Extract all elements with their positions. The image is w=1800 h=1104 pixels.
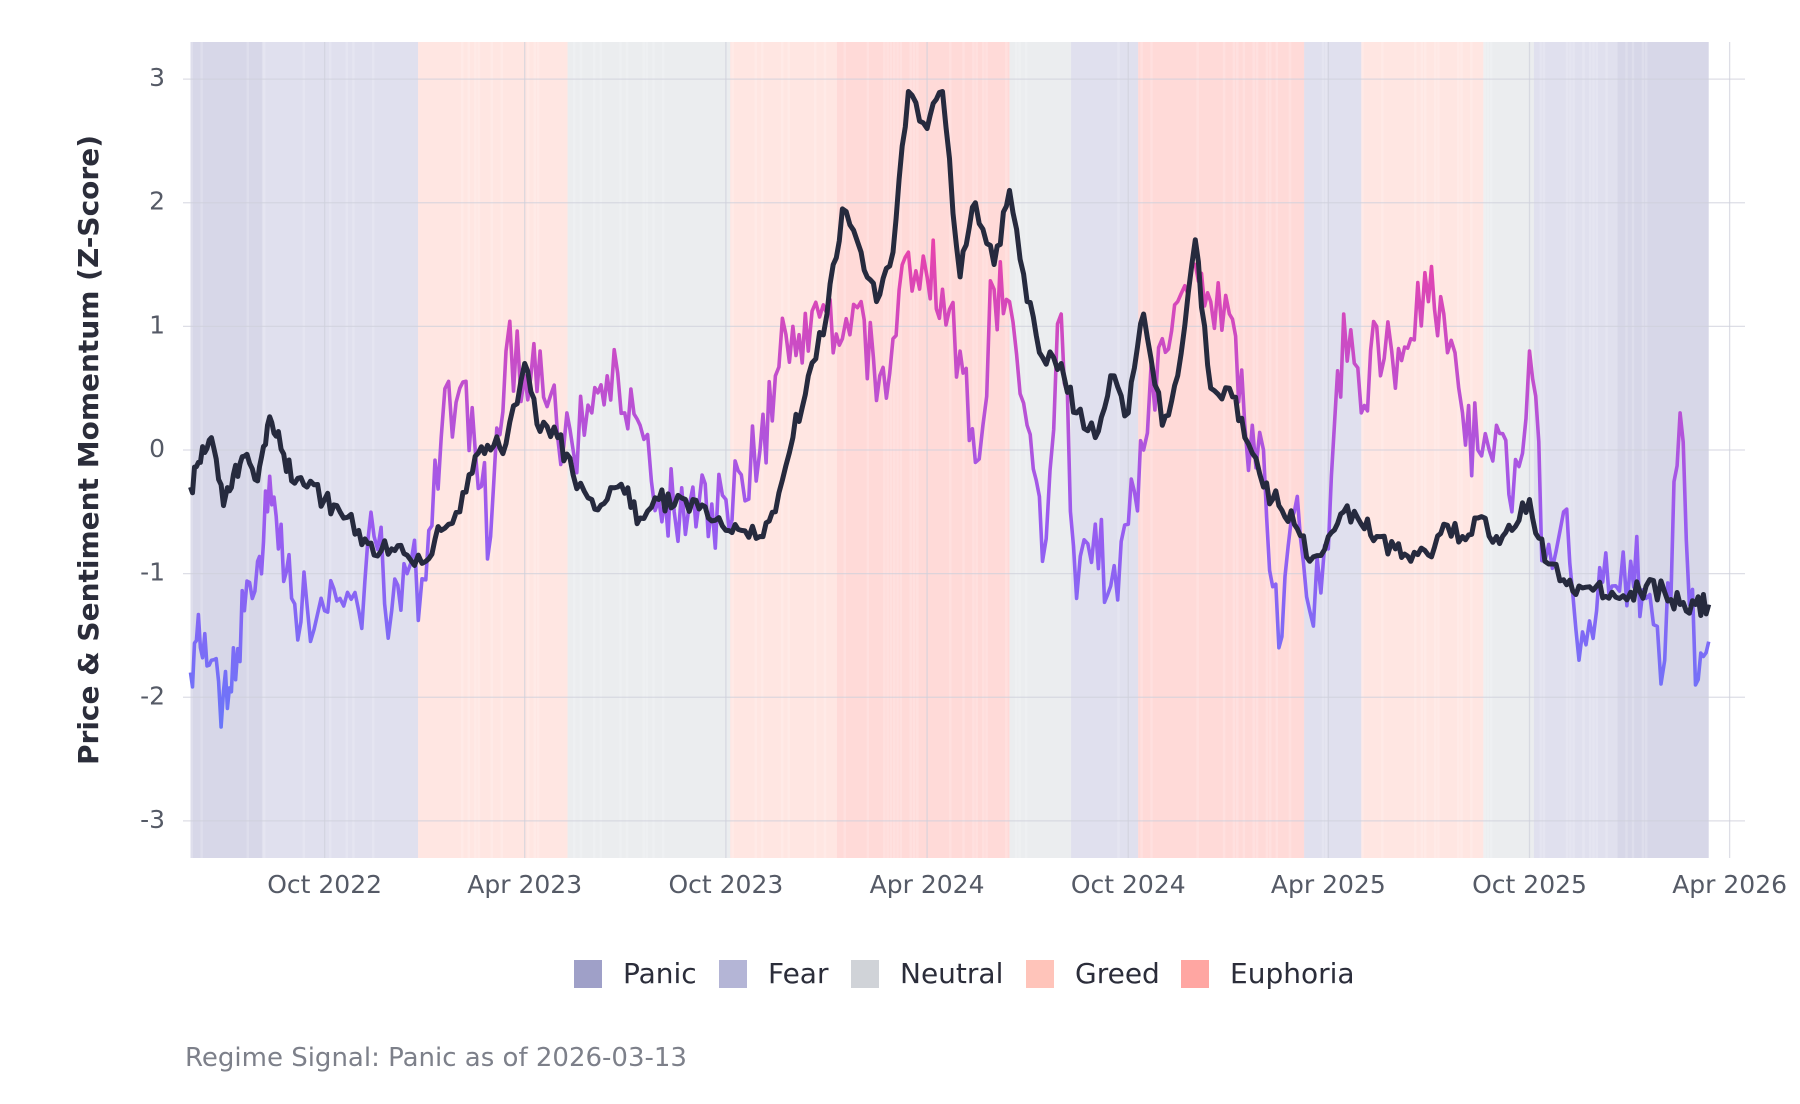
x-axis: Oct 2022 Apr 2023 Oct 2023 Apr 2024 Oct 2024… xyxy=(267,870,1787,899)
legend-swatch-fear xyxy=(719,960,747,988)
legend-label-fear: Fear xyxy=(768,957,829,990)
legend-swatch-panic xyxy=(574,960,602,988)
y-axis-label: Price & Sentiment Momentum (Z-Score) xyxy=(72,135,105,765)
y-tick-label: 1 xyxy=(149,310,165,339)
y-tick-label: -3 xyxy=(140,805,165,834)
legend-swatch-euphoria xyxy=(1181,960,1209,988)
legend-swatch-neutral xyxy=(851,960,879,988)
x-tick-label: Oct 2023 xyxy=(668,870,783,899)
price-series-line xyxy=(188,89,1712,618)
legend: Panic Fear Neutral Greed Euphoria xyxy=(574,957,1355,990)
sentiment-series-line xyxy=(188,238,1711,729)
y-tick-label: 2 xyxy=(149,187,165,216)
x-tick-label: Apr 2026 xyxy=(1672,870,1787,899)
legend-label-greed: Greed xyxy=(1075,957,1160,990)
x-tick-label: Oct 2024 xyxy=(1071,870,1186,899)
legend-label-euphoria: Euphoria xyxy=(1230,957,1355,990)
x-tick-label: Oct 2022 xyxy=(267,870,382,899)
y-tick-label: 0 xyxy=(149,434,165,463)
grid-lines xyxy=(183,42,1745,858)
x-tick-label: Apr 2024 xyxy=(870,870,985,899)
legend-swatch-greed xyxy=(1026,960,1054,988)
x-tick-label: Apr 2023 xyxy=(467,870,582,899)
x-tick-label: Oct 2025 xyxy=(1472,870,1587,899)
regime-signal-caption: Regime Signal: Panic as of 2026-03-13 xyxy=(185,1043,687,1073)
x-tick-label: Apr 2025 xyxy=(1271,870,1386,899)
y-tick-label: -2 xyxy=(140,681,165,710)
series-lines xyxy=(188,89,1712,729)
legend-label-neutral: Neutral xyxy=(900,957,1003,990)
y-tick-label: -1 xyxy=(140,558,165,587)
y-tick-label: 3 xyxy=(149,63,165,92)
legend-label-panic: Panic xyxy=(623,957,697,990)
y-axis: -3 -2 -1 0 1 2 3 xyxy=(140,63,165,834)
